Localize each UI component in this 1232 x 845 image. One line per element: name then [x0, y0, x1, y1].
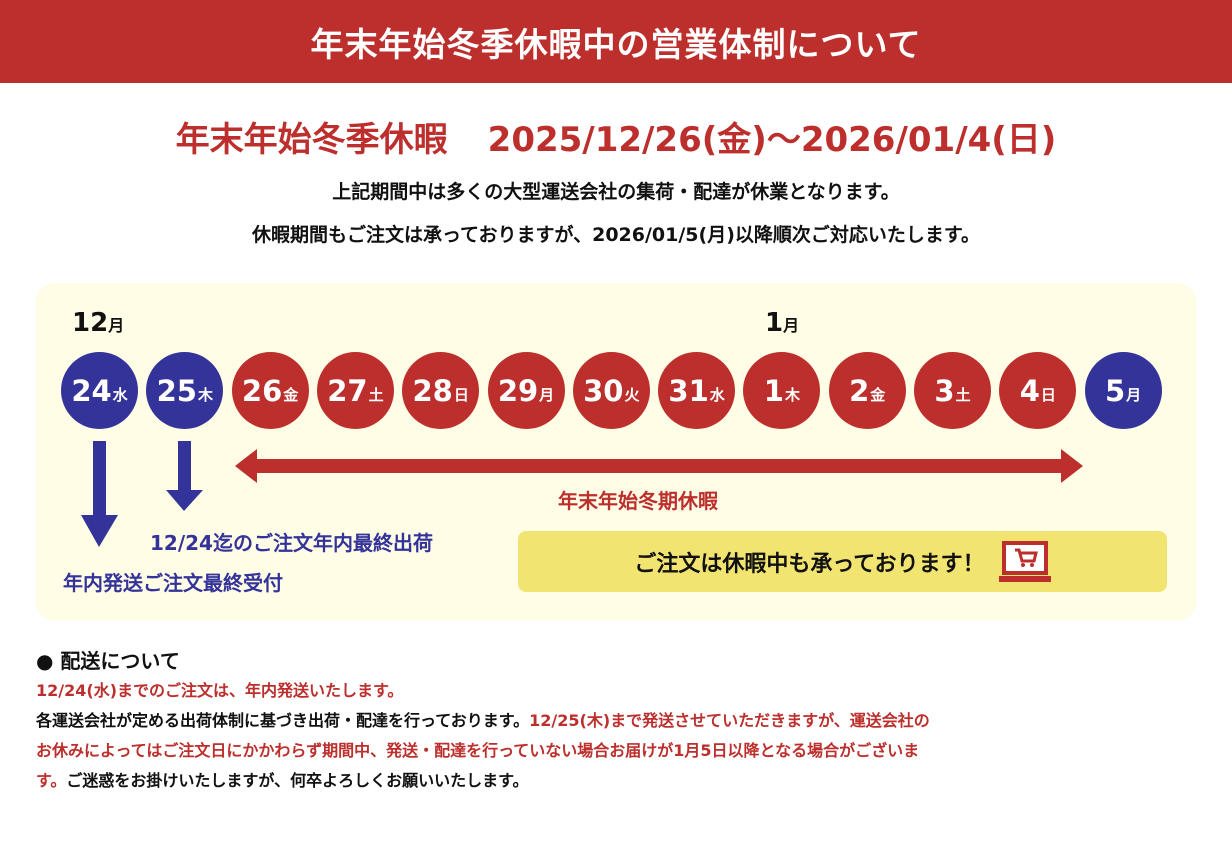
last-accept-label: 年内発送ご注文最終受付 — [63, 571, 283, 595]
notes-heading: ● 配送について — [36, 649, 180, 673]
notes-text: す。 — [36, 771, 67, 790]
day-circle-27: 27 土 — [316, 352, 394, 429]
callout-text: ご注文は休暇中も承っております！ — [634, 551, 985, 577]
notes-text: 12/25(木)まで発送させていただきますが、運送会社の — [529, 711, 930, 730]
notes-line: 12/24(水)までのご注文は、年内発送いたします。 — [36, 681, 404, 700]
delivery-notes: ● 配送について 12/24(水)までのご注文は、年内発送いたします。 各運送会… — [36, 646, 1206, 796]
day-circle-26: 26 金 — [231, 352, 309, 429]
intro-line-2: 休暇期間もご注文は承っておりますが、2026/01/5(月)以降順次ご対応いたし… — [252, 224, 980, 246]
laptop-cart-icon — [998, 540, 1051, 582]
last-ship-label: 12/24迄のご注文年内最終出荷 — [150, 531, 433, 555]
intro-line-1: 上記期間中は多くの大型運送会社の集荷・配達が休業となります。 — [332, 181, 900, 203]
month-label-december: 12月 — [72, 308, 125, 338]
notes-line: お休みによってはご注文日にかかわらず期間中、発送・配達を行っていない場合お届けが… — [36, 741, 920, 760]
day-circle-25: 25 木 — [146, 352, 224, 429]
page-banner: 年末年始冬季休暇中の営業体制について — [0, 0, 1232, 83]
holiday-range-arrow — [235, 449, 1083, 483]
arrow-down-24 — [93, 441, 106, 516]
day-circle-31: 31 水 — [658, 352, 736, 429]
orders-accepted-callout: ご注文は休暇中も承っております！ — [518, 531, 1167, 592]
banner-title: 年末年始冬季休暇中の営業体制について — [310, 24, 922, 64]
arrow-down-25 — [178, 441, 191, 491]
day-circle-28: 28 日 — [402, 352, 480, 429]
period-label: 年末年始冬季休暇 — [175, 120, 448, 160]
notes-text: 各運送会社が定める出荷体制に基づき出荷・配達を行っております。 — [36, 711, 530, 730]
month-label-january: 1月 — [765, 308, 800, 338]
day-circle-30: 30 火 — [572, 352, 650, 429]
holiday-period: 年末年始冬季休暇 2025/12/26(金)〜2026/01/4(日) — [0, 112, 1232, 161]
period-dates: 2025/12/26(金)〜2026/01/4(日) — [487, 120, 1057, 160]
day-circle-29: 29 月 — [487, 352, 565, 429]
notes-text: ご迷惑をお掛けいたしますが、何卒よろしくお願いいたします。 — [66, 771, 529, 790]
day-circle-24: 24 水 — [61, 352, 138, 429]
holiday-label: 年末年始冬期休暇 — [558, 489, 718, 513]
